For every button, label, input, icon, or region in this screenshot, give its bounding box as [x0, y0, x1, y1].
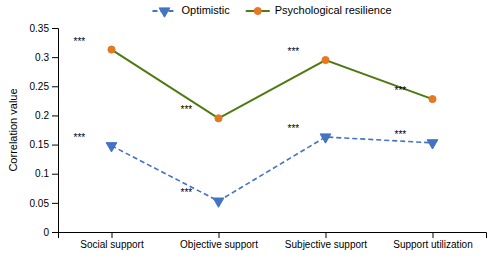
x-tick-label: Subjective support [285, 239, 367, 250]
y-tick-mark [52, 174, 58, 175]
y-tick-mark [52, 203, 58, 204]
series-marker [108, 46, 115, 53]
y-tick-mark [52, 145, 58, 146]
annotations: *** *** *** *** *** *** *** *** [74, 36, 407, 199]
y-tick-mark [52, 232, 58, 233]
y-tick-mark [52, 115, 58, 116]
y-tick-label: 0.25 [30, 81, 50, 92]
x-tick: Subjective support [285, 232, 367, 250]
y-tick: 0.25 [30, 81, 58, 92]
series-marker [322, 56, 329, 63]
y-axis-title: Correlation value [7, 88, 19, 171]
x-tick: Objective support [180, 232, 258, 250]
y-tick-mark [52, 57, 58, 58]
x-tick-mark [112, 232, 113, 238]
y-tick: 0.3 [35, 52, 58, 63]
y-tick: 0.15 [30, 139, 58, 150]
chart: 0 0.05 0.1 0.15 0.2 0.25 0.3 0.35 Social support… [0, 0, 500, 262]
x-tick-label: Social support [80, 239, 144, 250]
y-tick-label: 0.2 [35, 110, 49, 121]
x-tick-label: Objective support [180, 239, 258, 250]
x-axis: Social support Objective support Subjectiv… [59, 232, 487, 250]
annotation: *** [74, 36, 86, 47]
annotation: *** [395, 129, 407, 140]
series-marker [427, 140, 438, 149]
x-tick-label: Support utilization [393, 239, 473, 250]
plot-area [106, 46, 438, 207]
x-tick: Support utilization [393, 232, 473, 250]
y-tick: 0.35 [30, 23, 58, 34]
y-tick: 0 [43, 227, 58, 238]
y-tick-label: 0.05 [30, 198, 50, 209]
series-line [112, 137, 433, 201]
y-tick: 0.05 [30, 198, 58, 209]
series-marker [213, 198, 224, 207]
series-marker [320, 134, 331, 143]
y-tick-label: 0.3 [35, 52, 49, 63]
x-tick-mark [326, 232, 327, 238]
series-marker [215, 115, 222, 122]
annotation: *** [288, 123, 300, 134]
y-tick-mark [52, 86, 58, 87]
y-axis-line [52, 29, 59, 233]
x-tick: Social support [80, 232, 144, 250]
legend-item: Psychological resilience [246, 4, 392, 16]
x-tick-mark [433, 232, 434, 238]
y-tick: 0.1 [35, 168, 58, 179]
legend: Optimistic Psychological resilience [152, 4, 391, 17]
annotation: *** [181, 187, 193, 198]
annotation: *** [181, 104, 193, 115]
legend-label: Psychological resilience [275, 4, 392, 16]
series-line [112, 50, 433, 119]
series-marker [106, 143, 117, 152]
annotation: *** [395, 85, 407, 96]
legend-marker [254, 7, 261, 14]
legend-label: Optimistic [181, 4, 230, 16]
x-tick-mark [219, 232, 220, 238]
y-tick-mark [52, 28, 58, 29]
y-tick-label: 0 [43, 227, 49, 238]
legend-marker [159, 8, 170, 17]
annotation: *** [74, 132, 86, 143]
annotation: *** [288, 46, 300, 57]
y-axis: 0 0.05 0.1 0.15 0.2 0.25 0.3 0.35 [30, 23, 59, 238]
y-tick: 0.2 [35, 110, 58, 121]
x-axis-line [59, 233, 487, 239]
y-tick-label: 0.15 [30, 139, 50, 150]
legend-item: Optimistic [152, 4, 230, 17]
y-tick-label: 0.1 [35, 168, 49, 179]
series-marker [429, 96, 436, 103]
y-tick-label: 0.35 [30, 23, 50, 34]
